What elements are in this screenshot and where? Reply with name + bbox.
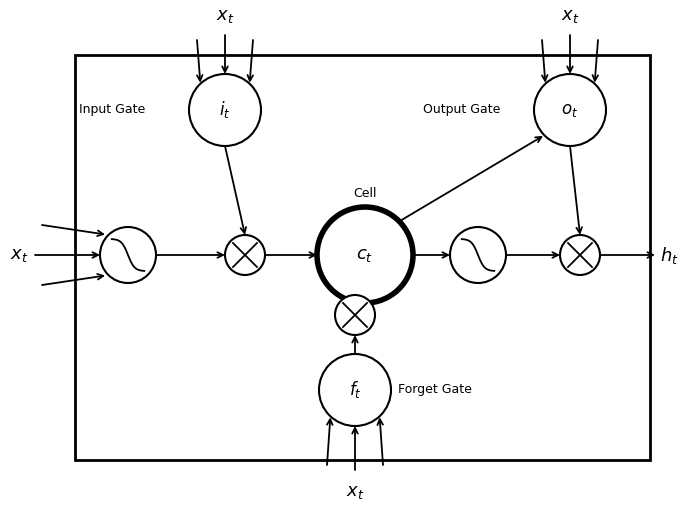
Circle shape xyxy=(335,295,375,335)
Circle shape xyxy=(560,235,600,275)
Text: $f_t$: $f_t$ xyxy=(349,380,362,401)
Text: Cell: Cell xyxy=(353,187,377,200)
Text: $x_t$: $x_t$ xyxy=(561,7,580,25)
Text: $c_t$: $c_t$ xyxy=(356,246,373,264)
Circle shape xyxy=(317,207,413,303)
Text: $x_t$: $x_t$ xyxy=(216,7,234,25)
Circle shape xyxy=(189,74,261,146)
Circle shape xyxy=(319,354,391,426)
Text: $x_t$: $x_t$ xyxy=(346,483,364,501)
Circle shape xyxy=(100,227,156,283)
Text: $x_t$: $x_t$ xyxy=(10,246,28,264)
Text: Forget Gate: Forget Gate xyxy=(398,383,472,396)
Text: $h_t$: $h_t$ xyxy=(660,244,679,266)
Circle shape xyxy=(225,235,265,275)
Circle shape xyxy=(534,74,606,146)
Circle shape xyxy=(450,227,506,283)
Text: Input Gate: Input Gate xyxy=(79,103,145,117)
Text: $i_t$: $i_t$ xyxy=(219,99,231,121)
Text: $o_t$: $o_t$ xyxy=(562,101,579,119)
Text: Output Gate: Output Gate xyxy=(423,103,500,117)
Bar xyxy=(75,55,650,460)
